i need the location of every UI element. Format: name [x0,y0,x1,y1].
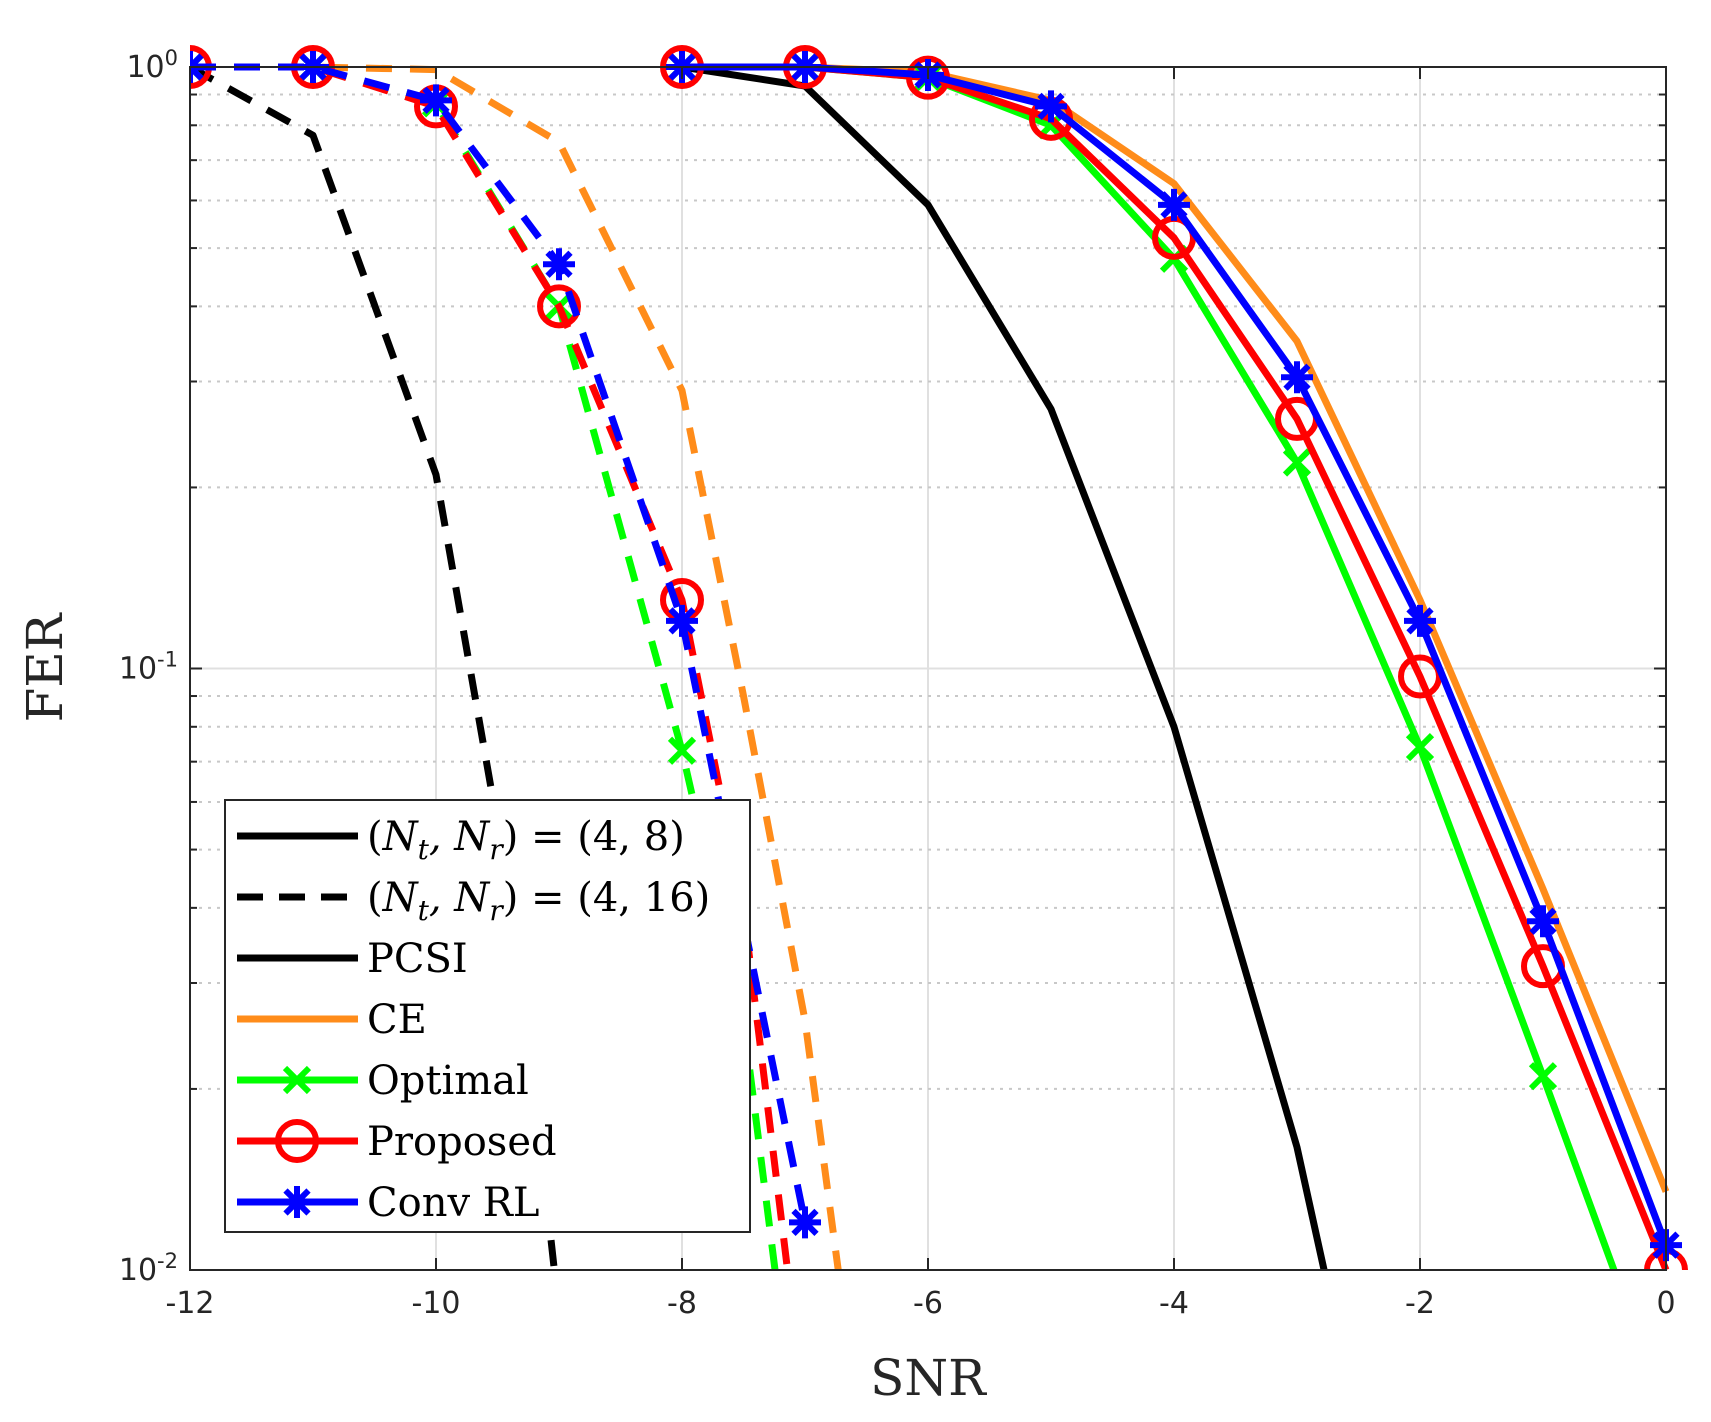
x-tick-label: 0 [1656,1286,1675,1321]
legend-label: Conv RL [367,1180,539,1226]
legend-label: PCSI [367,936,468,982]
x-axis-title: SNR [870,1349,987,1407]
marker-star [666,604,698,637]
legend-item: Optimal [237,1058,529,1104]
y-axis-title: FER [16,612,74,722]
legend-label: Proposed [367,1119,557,1165]
x-tick-label: -2 [1405,1286,1435,1321]
x-tick-label: -10 [412,1286,461,1321]
legend-item: CE [237,997,427,1043]
marker-x [1282,448,1312,477]
y-tick-label: 10-1 [119,648,178,687]
legend: (Nt, Nr) = (4, 8) (Nt, Nr) = (4, 16) PCSI C… [224,799,751,1233]
marker-circle [537,284,581,329]
legend-item: Conv RL [237,1180,539,1226]
marker-x [667,736,697,765]
y-tick-label: 10-2 [119,1249,178,1288]
x-tick-label: -4 [1159,1286,1189,1321]
x-tick-label: -6 [913,1286,943,1321]
marker-star [1404,604,1436,637]
marker-star [420,84,452,117]
y-tick-label: 100 [126,46,178,85]
marker-x [1528,1062,1558,1091]
x-tick-label: -12 [166,1286,215,1321]
marker-x [1405,733,1435,762]
marker-x [282,1065,312,1095]
legend-label: Optimal [367,1058,529,1104]
legend-item: Proposed [237,1119,557,1165]
marker-star [789,1206,821,1239]
marker-star [543,248,575,281]
legend-item: PCSI [237,936,468,982]
tick-labels: -12 -10 -8 -6 -4 -2 0 100 10-1 10-2 [119,46,1676,1321]
marker-star [1281,361,1313,394]
legend-label: CE [367,997,427,1043]
marker-star [281,1186,313,1218]
legend-label: (Nt, Nr) = (4, 8) [367,814,685,866]
marker-star [1527,905,1559,938]
legend-item: (Nt, Nr) = (4, 8) [237,814,685,866]
legend-label: (Nt, Nr) = (4, 16) [367,875,710,927]
axes [189,66,1667,1271]
x-tick-label: -8 [667,1286,697,1321]
marker-star [1035,90,1067,123]
legend-item: (Nt, Nr) = (4, 16) [237,875,710,927]
marker-circle [275,1119,319,1163]
marker-star [1158,188,1190,221]
